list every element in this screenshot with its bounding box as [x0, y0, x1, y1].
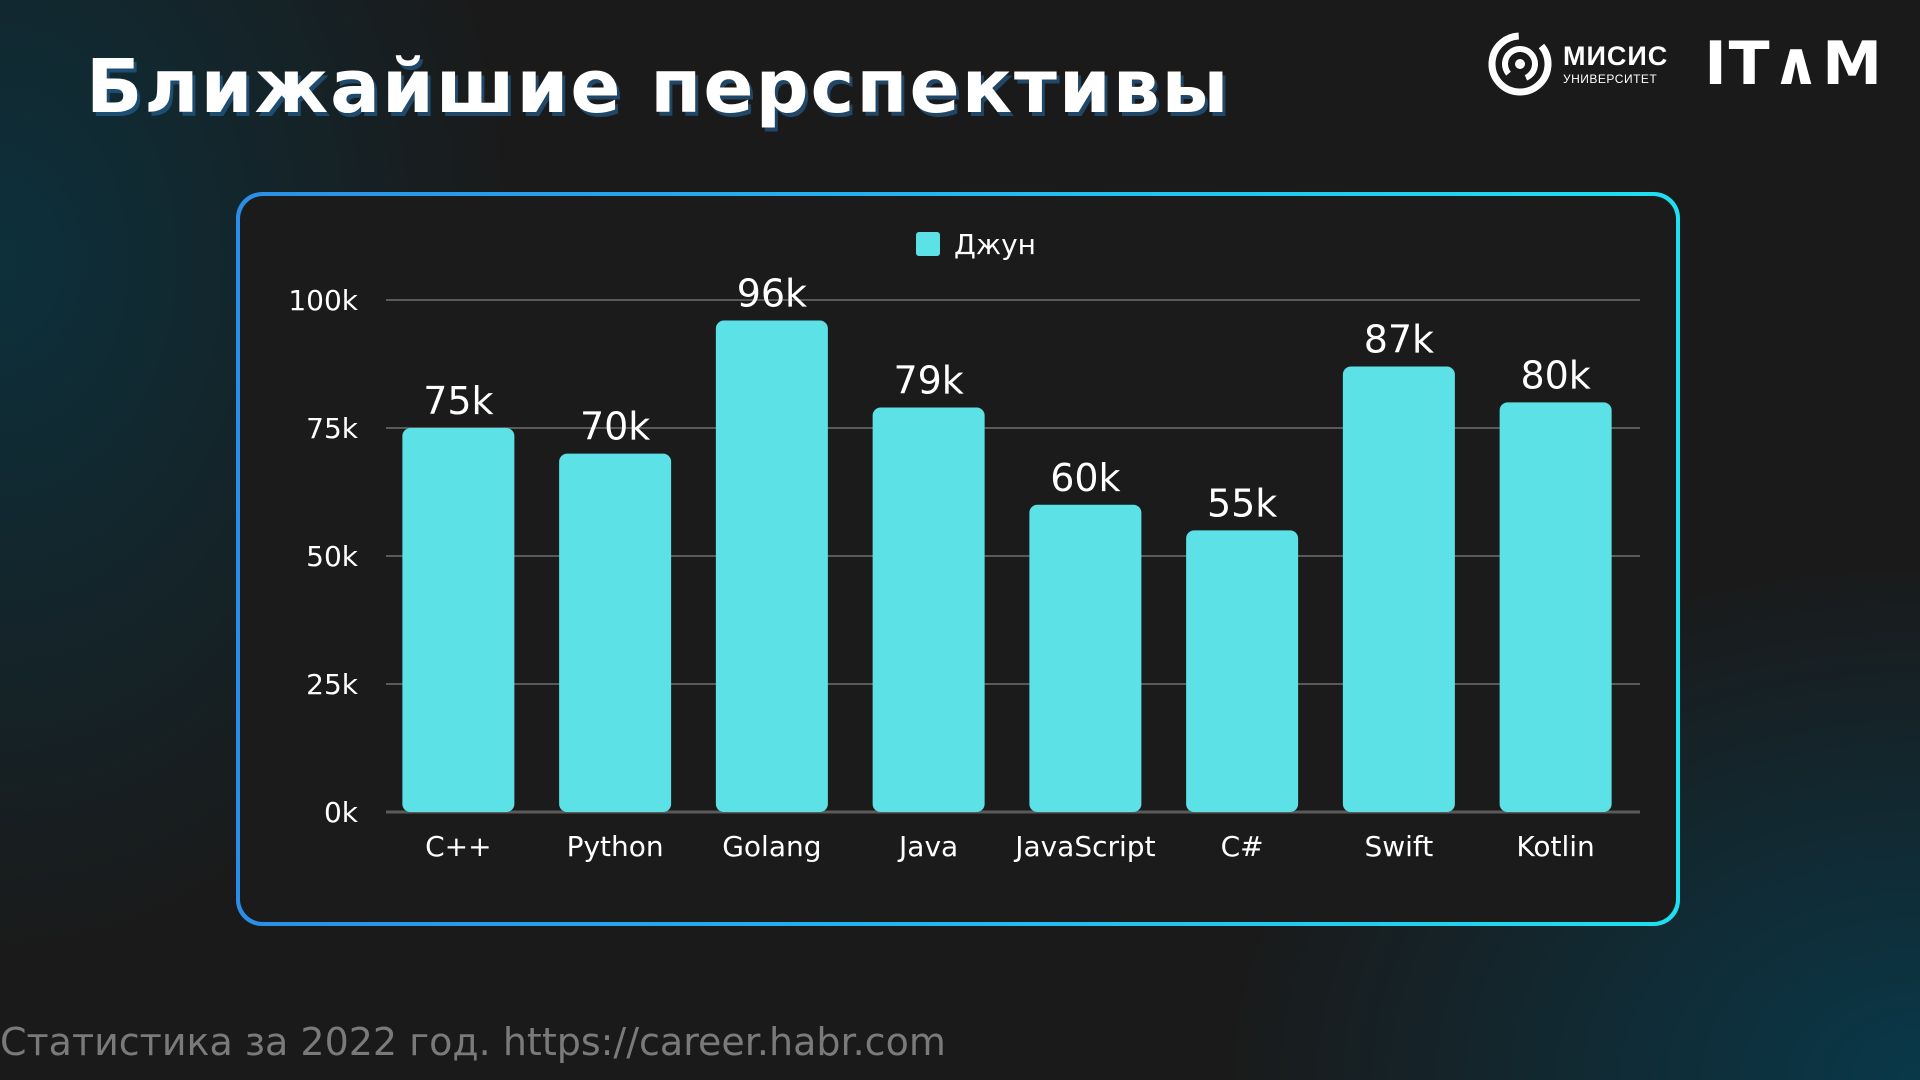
misis-subtitle: УНИВЕРСИТЕТ [1563, 72, 1658, 86]
bar [402, 428, 515, 812]
slide-title: Ближайшие перспективы [86, 44, 1231, 130]
data-label: 70k [580, 405, 650, 449]
bar [1186, 530, 1299, 812]
y-tick-label: 25k [306, 668, 359, 701]
bar [715, 320, 828, 812]
y-tick-label: 50k [306, 540, 359, 573]
bar [872, 407, 985, 812]
footer-source: Статистика за 2022 год. https://career.h… [0, 1020, 946, 1064]
x-tick-label: Java [897, 830, 958, 863]
y-tick-label: 100k [288, 284, 358, 317]
chart-frame: 0k 25k 50k 75k 100k Джун 75k C++ 70k Python 96k Gol… [236, 192, 1680, 926]
legend-label: Джун [954, 228, 1036, 261]
bar [1342, 366, 1455, 812]
legend-swatch [916, 232, 940, 256]
misis-logo: МИСИС УНИВЕРСИТЕТ [1487, 31, 1668, 97]
x-tick-label: Golang [722, 830, 821, 863]
x-tick-label: Kotlin [1516, 830, 1594, 863]
y-tick-label: 0k [324, 796, 359, 829]
bar [559, 453, 672, 812]
itam-logo: IT∧M [1704, 29, 1884, 99]
x-tick-label: JavaScript [1013, 830, 1155, 863]
bar-chart: 0k 25k 50k 75k 100k Джун 75k C++ 70k Python 96k Gol… [288, 228, 1640, 863]
misis-emblem-icon [1488, 32, 1552, 96]
x-tick-label: C# [1221, 830, 1264, 863]
chart-panel: 0k 25k 50k 75k 100k Джун 75k C++ 70k Python 96k Gol… [240, 196, 1676, 922]
data-label: 60k [1050, 456, 1120, 500]
data-label: 80k [1520, 353, 1590, 397]
logos: МИСИС УНИВЕРСИТЕТ IT∧M [1487, 24, 1884, 104]
x-tick-label: Python [567, 830, 664, 863]
data-label: 75k [423, 379, 493, 423]
x-tick-label: C++ [425, 830, 491, 863]
data-label: 55k [1207, 481, 1277, 525]
data-label: 79k [893, 359, 963, 403]
bar [1499, 402, 1612, 812]
bar [1029, 504, 1142, 812]
data-label: 96k [737, 271, 807, 315]
data-label: 87k [1364, 318, 1434, 362]
x-tick-label: Swift [1364, 830, 1433, 863]
y-tick-label: 75k [306, 412, 359, 445]
misis-name: МИСИС [1563, 41, 1669, 71]
